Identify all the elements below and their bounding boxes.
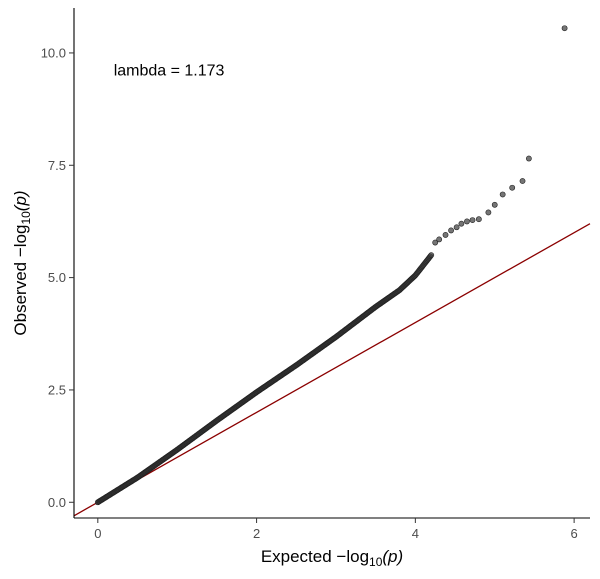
reference-line xyxy=(73,223,591,517)
y-axis-title: Observed −log10(p) xyxy=(11,190,33,335)
x-axis-ticks: 0 2 4 6 xyxy=(94,518,578,541)
data-point xyxy=(519,178,526,184)
x-axis-title-arg: (p) xyxy=(382,547,403,566)
x-tick-label: 2 xyxy=(253,526,260,541)
data-point xyxy=(458,220,465,227)
data-point xyxy=(448,227,454,234)
x-tick-label: 0 xyxy=(94,526,101,541)
data-point xyxy=(469,217,476,223)
data-point xyxy=(475,216,482,223)
x-tick-label: 4 xyxy=(412,526,419,541)
data-point xyxy=(509,184,516,191)
y-axis-title-main: Observed −log xyxy=(11,225,30,336)
data-point xyxy=(491,201,498,208)
data-point xyxy=(453,224,460,231)
data-points xyxy=(94,25,568,506)
data-point xyxy=(432,239,439,246)
data-point xyxy=(561,25,568,32)
y-axis-title-subscript: 10 xyxy=(19,211,33,225)
data-point xyxy=(525,155,532,162)
y-tick-label: 10.0 xyxy=(41,45,66,60)
x-tick-label: 6 xyxy=(571,526,578,541)
y-axis-ticks: 0.0 2.5 5.0 7.5 10.0 xyxy=(41,45,74,510)
y-tick-label: 0.0 xyxy=(48,495,66,510)
x-axis-title-main: Expected −log xyxy=(261,547,369,566)
y-tick-label: 5.0 xyxy=(48,270,66,285)
lambda-annotation: lambda = 1.173 xyxy=(114,62,225,79)
x-axis-title: Expected −log10(p) xyxy=(261,547,403,569)
plot-area xyxy=(73,25,591,517)
x-axis-title-subscript: 10 xyxy=(369,555,383,569)
data-point xyxy=(485,209,492,216)
y-tick-label: 7.5 xyxy=(48,158,66,173)
y-axis-title-arg: (p) xyxy=(11,190,30,211)
data-point xyxy=(428,252,435,259)
data-point xyxy=(436,236,443,243)
data-point xyxy=(442,232,449,238)
data-point xyxy=(464,218,470,225)
y-tick-label: 2.5 xyxy=(48,382,66,397)
data-point xyxy=(499,191,506,198)
